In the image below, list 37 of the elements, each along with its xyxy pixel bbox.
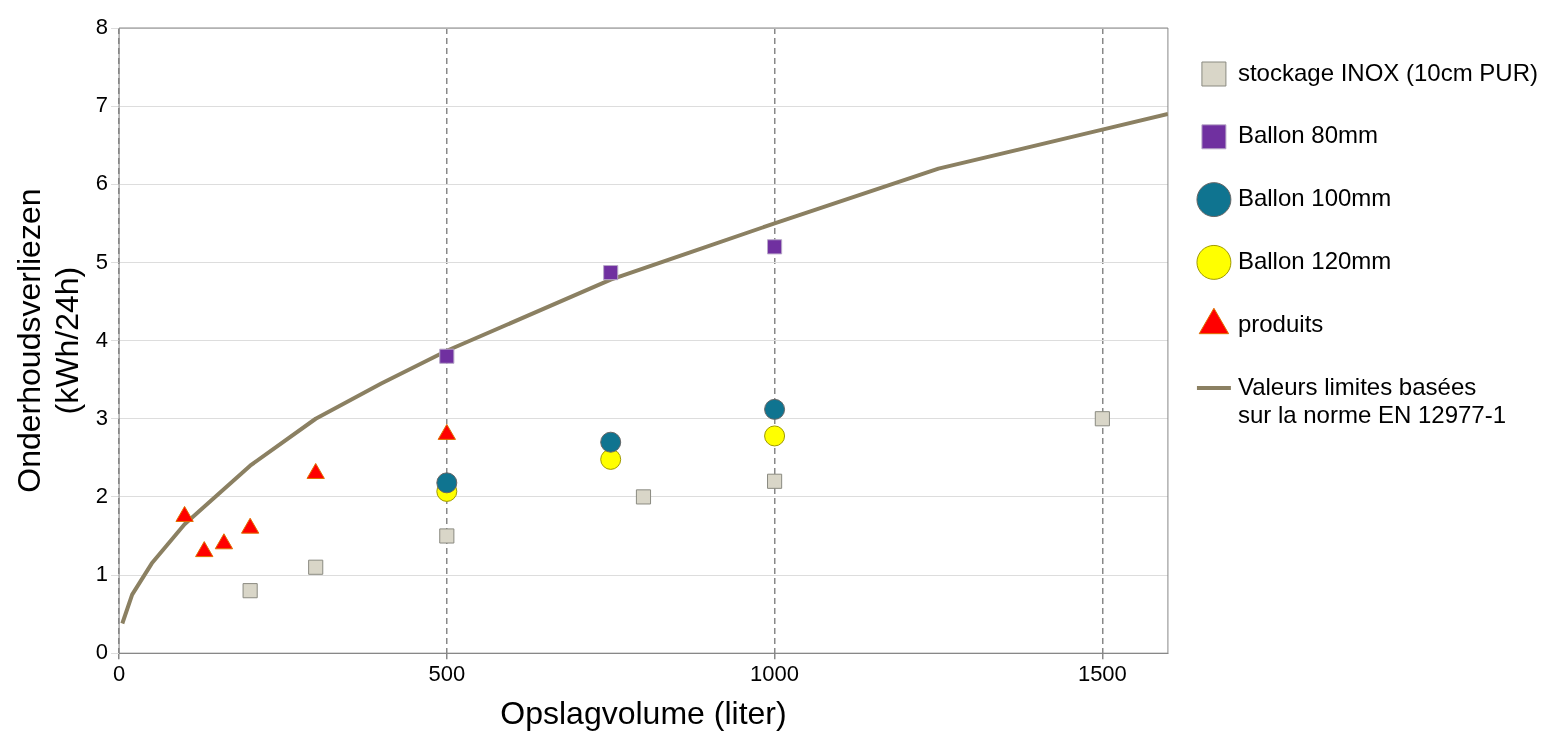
point <box>764 398 786 420</box>
point <box>764 425 786 447</box>
y-tick-label: 7 <box>95 92 109 118</box>
legend-label: Ballon 80mm <box>1237 121 1378 149</box>
point <box>603 265 619 281</box>
point <box>767 473 783 489</box>
point <box>214 533 234 550</box>
y-tick-label: 1 <box>95 561 109 587</box>
y-tick-label: 8 <box>95 14 109 40</box>
point <box>436 472 458 494</box>
legend-label: Ballon 120mm <box>1237 247 1392 275</box>
x-tick-label: 1500 <box>1077 661 1127 687</box>
legend-label: Valeurs limites basées sur la norme EN 12977-1 <box>1237 372 1507 429</box>
y-tick-label: 0 <box>95 639 109 665</box>
y-tick-label: 6 <box>95 170 109 196</box>
point <box>308 559 324 575</box>
point <box>767 239 783 255</box>
y-tick-label: 3 <box>95 404 109 430</box>
y-tick-label: 4 <box>95 326 109 352</box>
x-tick-label: 0 <box>112 661 126 687</box>
x-tick-label: 1000 <box>750 661 800 687</box>
point <box>195 541 214 558</box>
point <box>1094 411 1110 427</box>
point <box>242 583 258 599</box>
y-tick-label: 2 <box>95 482 109 508</box>
legend-label: stockage INOX (10cm PUR) <box>1237 58 1539 86</box>
x-axis-title: Opslagvolume (liter) <box>500 694 787 731</box>
point <box>600 448 622 470</box>
legend-label: produits <box>1237 309 1324 337</box>
point <box>439 528 455 544</box>
point <box>600 431 622 453</box>
x-tick-label: 500 <box>428 661 466 687</box>
y-axis-title: Onderhoudsverliezen (kWh/24h) <box>11 188 86 493</box>
y-tick-label: 5 <box>95 248 109 274</box>
point <box>439 348 455 364</box>
point <box>635 489 652 505</box>
legend-label: Ballon 100mm <box>1237 184 1392 212</box>
